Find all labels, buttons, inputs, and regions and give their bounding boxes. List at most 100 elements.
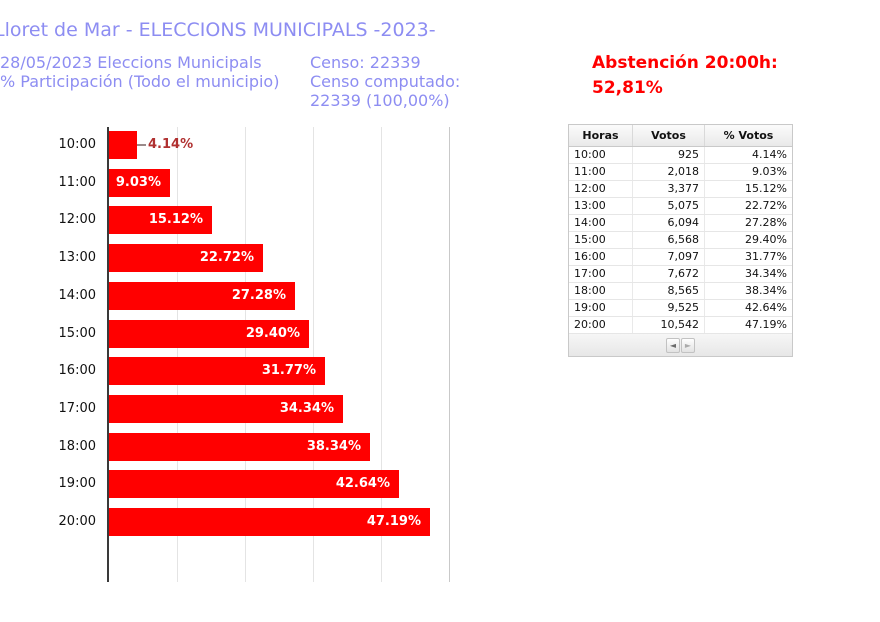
- pager-next-button[interactable]: ►: [681, 337, 695, 353]
- table-row: 11:00 2,018 9.03%: [569, 164, 792, 181]
- chart-category-label: 17:00: [58, 400, 96, 416]
- abstention-text: Abstención 20:00h: 52,81%: [592, 53, 778, 98]
- table-row: 15:00 6,568 29.40%: [569, 232, 792, 249]
- chart-bar-label: 31.77%: [261, 363, 316, 379]
- table-cell: 22.72%: [704, 198, 792, 214]
- table-cell: 5,075: [632, 198, 704, 214]
- chart-bar-label: 34.34%: [279, 400, 334, 416]
- chart-category-label: 12:00: [58, 212, 96, 228]
- chart-category-label: 15:00: [58, 325, 96, 341]
- page-title: Lloret de Mar - ELECCIONS MUNICIPALS -20…: [0, 19, 436, 41]
- table-row: 17:00 7,672 34.34%: [569, 266, 792, 283]
- chart-bar: 15.12%: [109, 206, 212, 235]
- table-cell: 20:00: [574, 318, 606, 331]
- chart-bar-label: 4.14%: [148, 137, 194, 152]
- election-date-subtitle: 28/05/2023 Eleccions Municipals: [0, 53, 262, 72]
- table-cell: 9,525: [632, 300, 704, 316]
- table-cell: 11:00: [574, 165, 606, 178]
- table-cell: 10:00: [574, 148, 606, 161]
- table-header-pct-votos: % Votos: [704, 125, 792, 146]
- table-cell: 38.34%: [704, 283, 792, 299]
- chart-bar-row: 27.28%: [107, 281, 481, 310]
- table-cell: 7,672: [632, 266, 704, 282]
- table-cell: 17:00: [574, 267, 606, 280]
- table-cell: 27.28%: [704, 215, 792, 231]
- chart-category-label: 18:00: [58, 438, 96, 454]
- censo-total: Censo: 22339: [310, 53, 421, 72]
- chart-bar-row: 47.19%: [107, 508, 481, 536]
- chart-bar: 42.64%: [109, 470, 399, 499]
- participation-subtitle: % Participación (Todo el municipio): [0, 72, 280, 91]
- chart-bar-label: 47.19%: [366, 514, 421, 529]
- chart-bar-row: 22.72%: [107, 244, 481, 273]
- chart-category-label: 16:00: [58, 363, 96, 379]
- chart-category-label: 20:00: [58, 514, 96, 529]
- gridline-40pct: [381, 127, 382, 582]
- chart-bar-row: 9.03%: [107, 168, 481, 197]
- table-cell: 2,018: [632, 164, 704, 180]
- table-cell: 925: [632, 147, 704, 163]
- table-cell: 10,542: [632, 317, 704, 333]
- chart-bar: 27.28%: [109, 281, 295, 310]
- table-cell: 14:00: [574, 216, 606, 229]
- chart-bar-label: 38.34%: [306, 438, 361, 454]
- chart-category-label: 19:00: [58, 476, 96, 492]
- y-axis-line: [107, 127, 109, 582]
- chart-bar-label: 42.64%: [335, 476, 390, 492]
- table-row: 20:00 10,542 47.19%: [569, 317, 792, 334]
- participation-table: Horas Votos % Votos 10:00 925 4.14% 11:00 2,…: [568, 124, 793, 357]
- table-row: 18:00 8,565 38.34%: [569, 283, 792, 300]
- chart-bar-row: 4.14%: [107, 131, 481, 159]
- table-cell: 19:00: [574, 301, 606, 314]
- gridline-30pct: [313, 127, 314, 582]
- chart-bar-label: 27.28%: [231, 287, 286, 303]
- chart-bar: 9.03%: [109, 168, 170, 197]
- table-row: 12:00 3,377 15.12%: [569, 181, 792, 198]
- table-cell: 42.64%: [704, 300, 792, 316]
- chart-bar: 47.19%: [109, 508, 430, 536]
- pager-prev-button[interactable]: ◄: [666, 337, 680, 353]
- chart-category-label: 11:00: [58, 174, 96, 190]
- table-cell: 47.19%: [704, 317, 792, 333]
- table-row: 10:00 925 4.14%: [569, 147, 792, 164]
- table-pager: ◄ ►: [569, 334, 792, 356]
- censo-computado-value: 22339 (100,00%): [310, 91, 450, 110]
- table-body: 10:00 925 4.14% 11:00 2,018 9.03% 12:00 3,377 15…: [569, 147, 792, 334]
- table-cell: 6,094: [632, 215, 704, 231]
- table-cell: 12:00: [574, 182, 606, 195]
- gridline-10pct: [177, 127, 178, 582]
- table-cell: 7,097: [632, 249, 704, 265]
- table-header-row: Horas Votos % Votos: [569, 125, 792, 147]
- table-cell: 29.40%: [704, 232, 792, 248]
- censo-computado-label: Censo computado:: [310, 72, 461, 91]
- table-row: 14:00 6,094 27.28%: [569, 215, 792, 232]
- table-header-horas: Horas: [582, 129, 619, 142]
- table-cell: 34.34%: [704, 266, 792, 282]
- table-cell: 9.03%: [704, 164, 792, 180]
- table-cell: 15.12%: [704, 181, 792, 197]
- chart-category-label: 13:00: [58, 250, 96, 266]
- chart-bar-label: 15.12%: [148, 212, 203, 228]
- chart-bar-row: 29.40%: [107, 319, 481, 348]
- chart-category-label: 14:00: [58, 287, 96, 303]
- chart-category-label: 10:00: [58, 137, 96, 152]
- participation-bar-chart: 10:00 11:00 12:00 13:00 14:00 15:00 16:00 17:00…: [0, 127, 492, 582]
- table-row: 19:00 9,525 42.64%: [569, 300, 792, 317]
- bar-label-connector: [137, 144, 146, 146]
- gridline-50pct: [449, 127, 450, 582]
- table-cell: 6,568: [632, 232, 704, 248]
- chart-bar-row: 34.34%: [107, 394, 481, 423]
- chart-plot: 4.14% 9.03% 15.12% 22.72% 27.28% 29.40% 31.77%…: [107, 127, 481, 582]
- chart-bar: [109, 131, 137, 159]
- chart-bar: 38.34%: [109, 432, 370, 461]
- chart-bar-label: 22.72%: [199, 250, 254, 266]
- chart-bar-row: 31.77%: [107, 357, 481, 386]
- chart-bar-row: 15.12%: [107, 206, 481, 235]
- table-header-votos: Votos: [632, 125, 704, 146]
- chart-bar-row: 38.34%: [107, 432, 481, 461]
- table-cell: 15:00: [574, 233, 606, 246]
- chart-bar-label: 9.03%: [115, 174, 161, 190]
- table-cell: 18:00: [574, 284, 606, 297]
- table-cell: 31.77%: [704, 249, 792, 265]
- table-row: 13:00 5,075 22.72%: [569, 198, 792, 215]
